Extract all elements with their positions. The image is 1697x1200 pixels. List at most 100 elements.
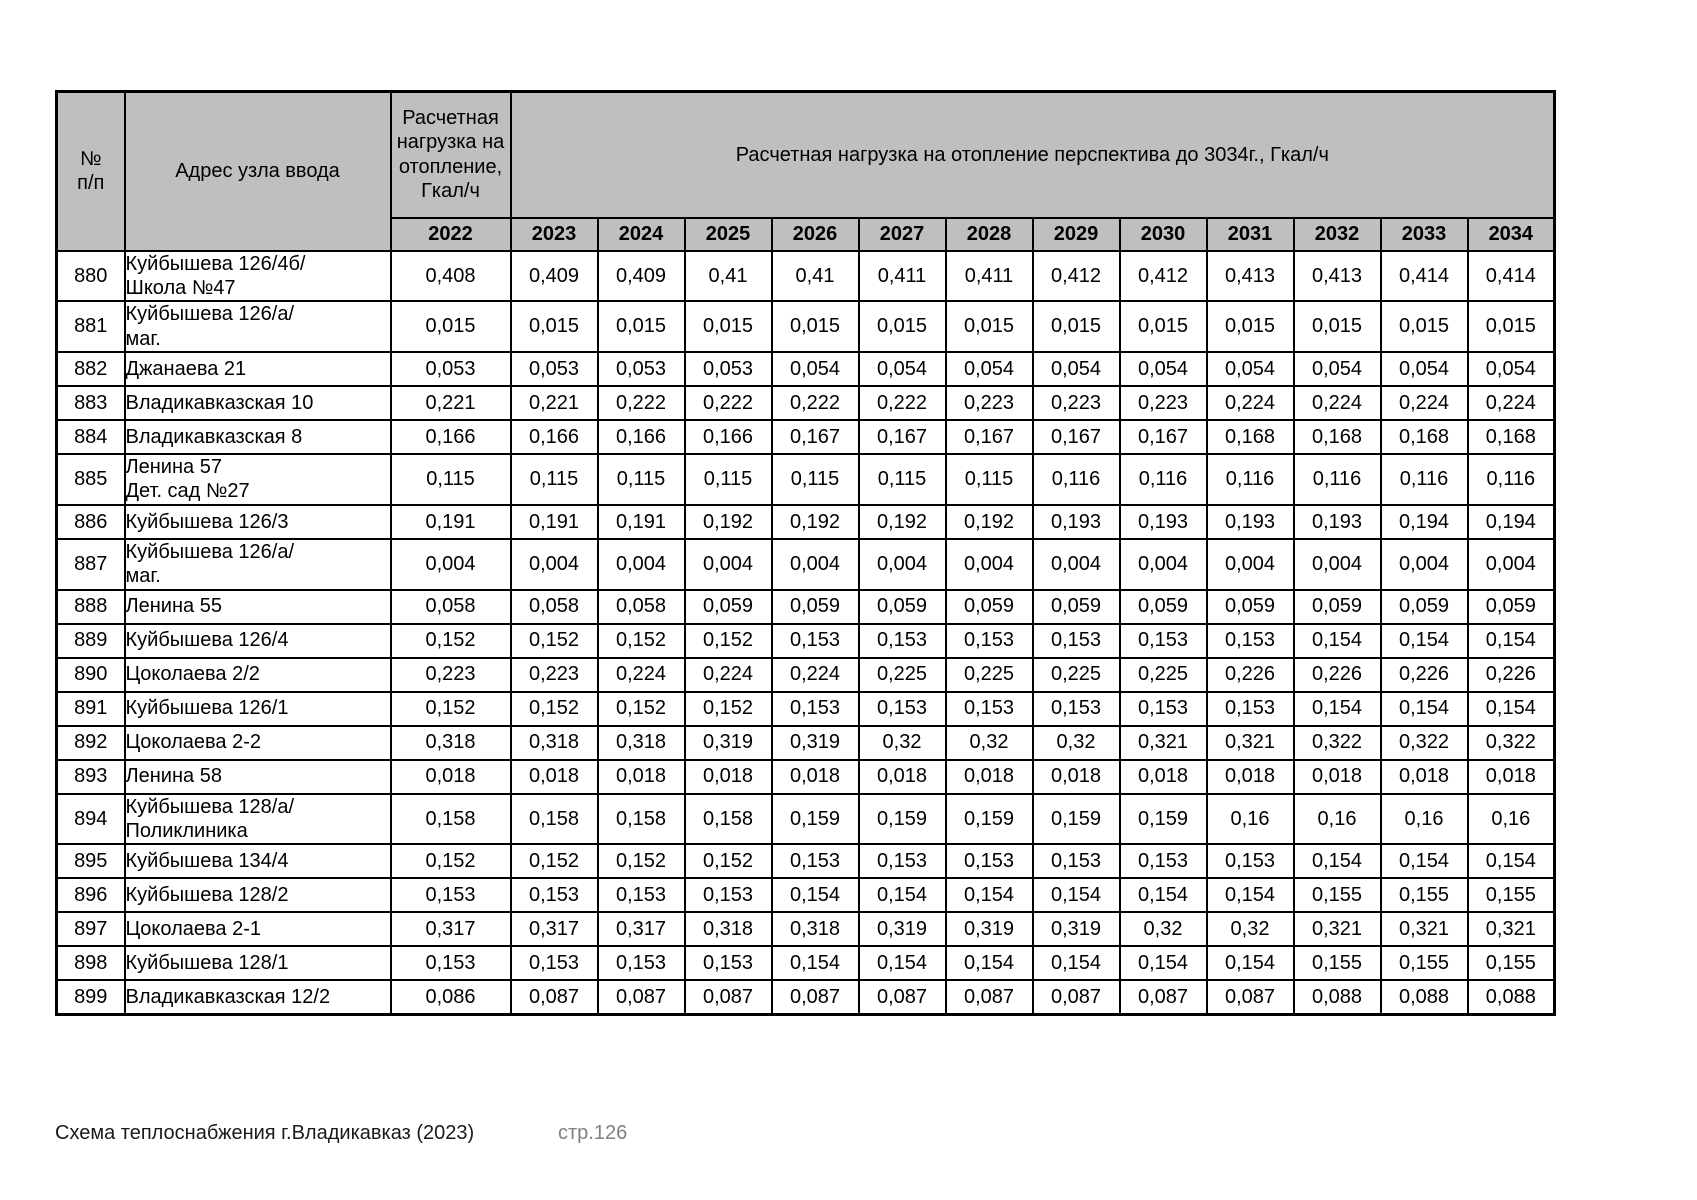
value-cell: 0,059 [1292, 588, 1382, 625]
value-cell: 0,223 [509, 656, 599, 693]
row-number-cell: 891 [55, 690, 126, 727]
header-address-label: Адрес узла ввода [175, 160, 340, 183]
value-cell: 0,318 [596, 724, 686, 761]
value-cell: 0,321 [1205, 724, 1295, 761]
value-cell: 0,321 [1379, 911, 1469, 948]
table-row: 886 Куйбышева 126/3 0,191 0,191 0,191 0,192 0,… [55, 503, 1556, 540]
value-cell: 0,087 [683, 979, 773, 1016]
value-cell: 0,159 [770, 792, 860, 846]
value-cell: 0,004 [1379, 537, 1469, 591]
value-cell: 0,116 [1118, 453, 1208, 506]
table-row: 899 Владикавказская 12/2 0,086 0,087 0,087 0,… [55, 979, 1556, 1016]
value-cell: 0,153 [509, 945, 599, 982]
row-number-cell: 890 [55, 656, 126, 693]
value-cell: 0,059 [1205, 588, 1295, 625]
value-cell: 0,154 [1118, 877, 1208, 914]
value-cell: 0,321 [1118, 724, 1208, 761]
value-cell: 0,015 [1292, 300, 1382, 354]
footer-document-title: Схема теплоснабжения г.Владикавказ (2023… [55, 1122, 475, 1144]
row-number-cell: 894 [55, 792, 126, 846]
address-cell: Ленина 57 Дет. сад №27 [123, 453, 392, 506]
value-cell: 0,015 [1466, 300, 1556, 354]
value-cell: 0,412 [1118, 249, 1208, 303]
value-cell: 0,414 [1379, 249, 1469, 303]
value-cell: 0,115 [389, 453, 512, 506]
address-cell: Владикавказская 12/2 [123, 979, 392, 1016]
row-number-cell: 896 [55, 877, 126, 914]
value-cell: 0,004 [944, 537, 1034, 591]
value-cell: 0,115 [596, 453, 686, 506]
value-cell: 0,192 [683, 503, 773, 540]
value-cell: 0,058 [596, 588, 686, 625]
value-cell: 0,194 [1466, 503, 1556, 540]
value-cell: 0,226 [1205, 656, 1295, 693]
value-cell: 0,159 [944, 792, 1034, 846]
value-cell: 0,32 [1031, 724, 1121, 761]
value-cell: 0,153 [944, 690, 1034, 727]
value-cell: 0,321 [1466, 911, 1556, 948]
table-row: 881 Куйбышева 126/а/маг. 0,015 0,015 0,015 0,… [55, 300, 1556, 354]
year-header-2030: 2030 [1118, 216, 1208, 252]
row-number-cell: 889 [55, 622, 126, 659]
value-cell: 0,054 [1031, 351, 1121, 388]
year-header-2023: 2023 [509, 216, 599, 252]
value-cell: 0,018 [596, 758, 686, 795]
value-cell: 0,115 [857, 453, 947, 506]
address-line: Владикавказская 12/2 [125, 985, 331, 1008]
address-line: Поликлиника [125, 820, 248, 843]
value-cell: 0,116 [1205, 453, 1295, 506]
value-cell: 0,222 [683, 385, 773, 422]
value-cell: 0,087 [596, 979, 686, 1016]
table-row: 889 Куйбышева 126/4 0,152 0,152 0,152 0,152 0,… [55, 622, 1556, 659]
year-header-2026: 2026 [770, 216, 860, 252]
value-cell: 0,018 [1118, 758, 1208, 795]
value-cell: 0,411 [857, 249, 947, 303]
address-cell: Ленина 58 [123, 758, 392, 795]
value-cell: 0,053 [596, 351, 686, 388]
value-cell: 0,159 [1118, 792, 1208, 846]
value-cell: 0,166 [389, 419, 512, 456]
value-cell: 0,018 [1379, 758, 1469, 795]
value-cell: 0,153 [1118, 690, 1208, 727]
value-cell: 0,194 [1379, 503, 1469, 540]
value-cell: 0,153 [1205, 622, 1295, 659]
row-number-cell: 885 [55, 453, 126, 506]
value-cell: 0,166 [683, 419, 773, 456]
value-cell: 0,167 [1118, 419, 1208, 456]
value-cell: 0,154 [1118, 945, 1208, 982]
value-cell: 0,154 [1466, 622, 1556, 659]
value-cell: 0,319 [944, 911, 1034, 948]
value-cell: 0,224 [1379, 385, 1469, 422]
value-cell: 0,152 [389, 843, 512, 880]
address-cell: Куйбышева 126/3 [123, 503, 392, 540]
value-cell: 0,018 [683, 758, 773, 795]
address-cell: Владикавказская 10 [123, 385, 392, 422]
value-cell: 0,409 [596, 249, 686, 303]
value-cell: 0,018 [389, 758, 512, 795]
value-cell: 0,018 [1292, 758, 1382, 795]
value-cell: 0,015 [770, 300, 860, 354]
value-cell: 0,226 [1379, 656, 1469, 693]
year-header-2034: 2034 [1466, 216, 1556, 252]
value-cell: 0,154 [1379, 843, 1469, 880]
value-cell: 0,168 [1466, 419, 1556, 456]
value-cell: 0,192 [944, 503, 1034, 540]
value-cell: 0,16 [1292, 792, 1382, 846]
value-cell: 0,115 [944, 453, 1034, 506]
value-cell: 0,158 [596, 792, 686, 846]
value-cell: 0,225 [1031, 656, 1121, 693]
table-row: 897 Цоколаева 2-1 0,317 0,317 0,317 0,318 0,31… [55, 911, 1556, 948]
row-number-cell: 899 [55, 979, 126, 1016]
value-cell: 0,054 [1466, 351, 1556, 388]
value-cell: 0,004 [770, 537, 860, 591]
value-cell: 0,018 [1031, 758, 1121, 795]
address-line: Владикавказская 10 [125, 391, 314, 414]
row-number-cell: 883 [55, 385, 126, 422]
value-cell: 0,087 [1031, 979, 1121, 1016]
year-header-2028: 2028 [944, 216, 1034, 252]
header-load-2022-label: Расчетная нагрузка на отопление, Гкал/ч [396, 106, 505, 203]
table-row: 896 Куйбышева 128/2 0,153 0,153 0,153 0,153 0,… [55, 877, 1556, 914]
address-cell: Куйбышева 126/4б/Школа №47 [123, 249, 392, 303]
value-cell: 0,015 [1205, 300, 1295, 354]
